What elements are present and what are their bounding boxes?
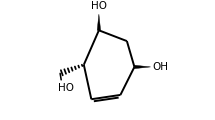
Text: OH: OH (152, 62, 168, 72)
Text: HO: HO (58, 83, 74, 93)
Polygon shape (97, 14, 101, 30)
Polygon shape (134, 65, 150, 69)
Text: HO: HO (91, 1, 107, 12)
